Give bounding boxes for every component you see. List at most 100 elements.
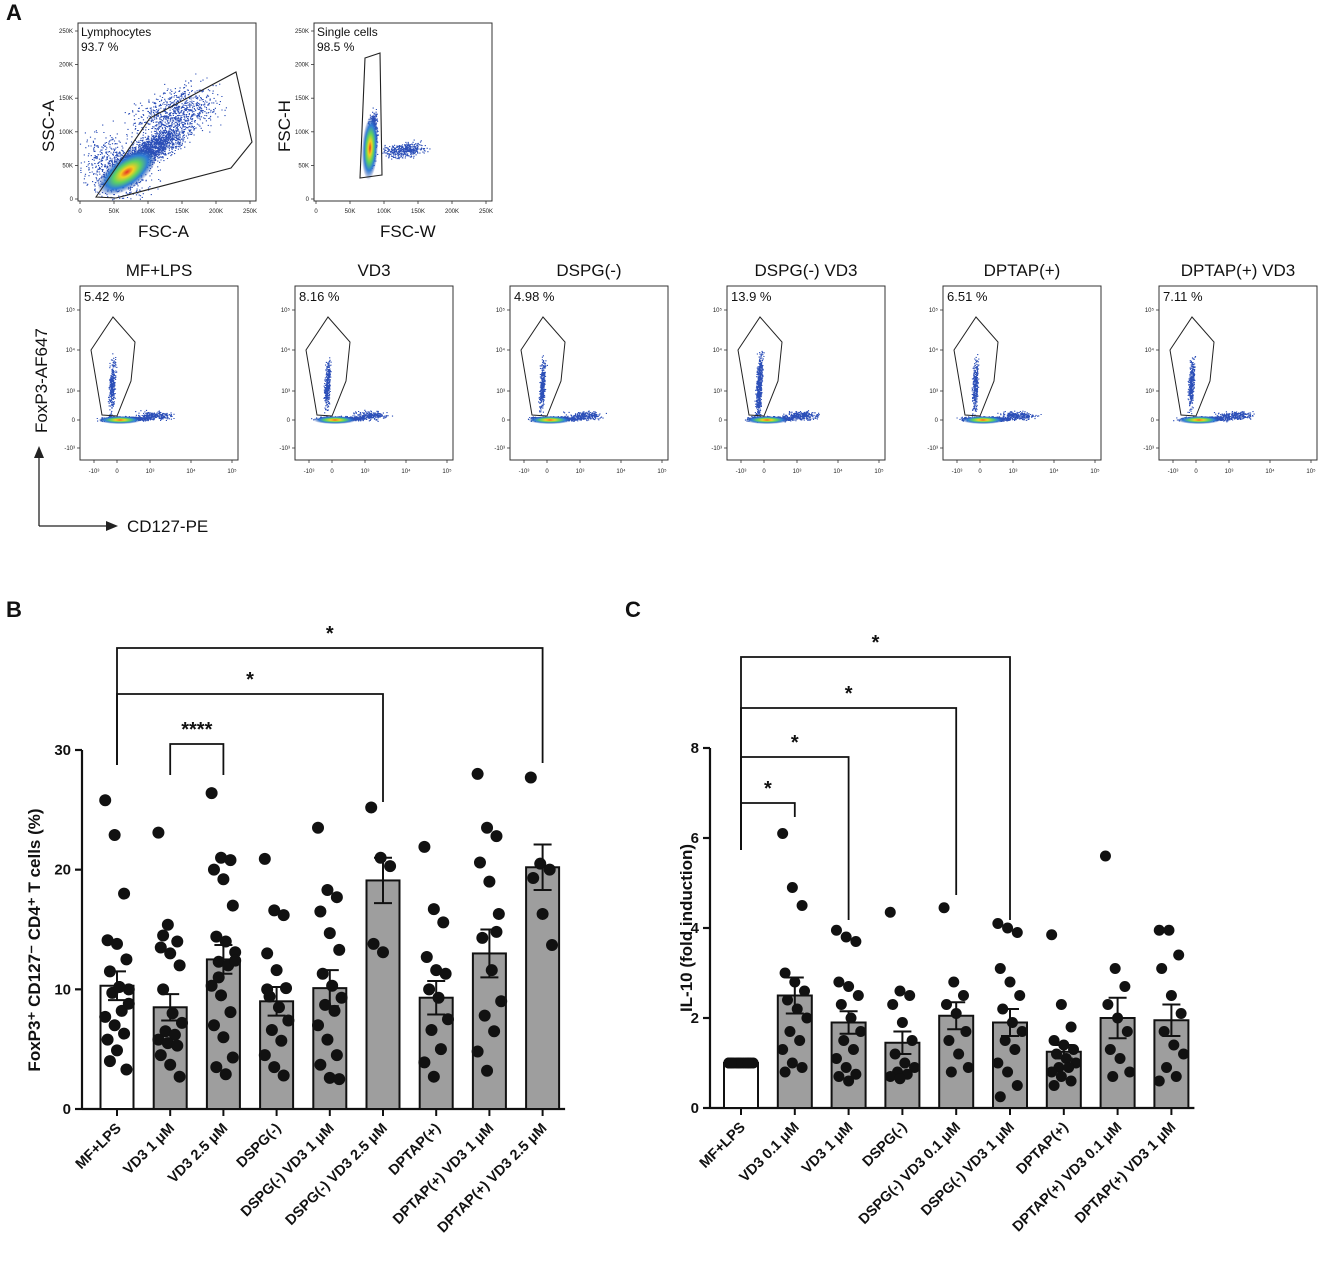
- y-axis-label: SSC-A: [39, 99, 58, 152]
- data-point: [471, 1045, 484, 1058]
- data-point: [314, 905, 327, 918]
- tick-label: 10⁵: [227, 468, 237, 475]
- data-point: [786, 1057, 798, 1069]
- data-point: [1168, 1039, 1180, 1051]
- data-point: [268, 904, 281, 917]
- data-point: [884, 906, 896, 918]
- x-tick-label: VD3 1 μM: [799, 1120, 856, 1177]
- tick-label: 10⁵: [929, 307, 939, 314]
- x-axis-label: FSC-W: [380, 222, 436, 241]
- tick-label: 10³: [713, 389, 722, 395]
- data-point: [887, 999, 899, 1010]
- data-point: [210, 1061, 223, 1074]
- tick-label: 0: [762, 469, 766, 475]
- tick-label: -10³: [711, 446, 722, 452]
- data-point: [904, 990, 916, 1001]
- data-point: [224, 854, 237, 867]
- data-point: [1063, 1062, 1075, 1073]
- tick-label: 10⁵: [657, 468, 667, 475]
- data-point: [215, 851, 228, 864]
- data-point: [847, 1044, 859, 1055]
- significance-label: *: [246, 669, 254, 691]
- data-point: [495, 995, 508, 1008]
- data-point: [101, 1033, 114, 1046]
- significance-label: ****: [181, 719, 212, 741]
- tick-label: 10⁴: [1145, 347, 1155, 354]
- data-point: [323, 927, 336, 940]
- data-point: [103, 1055, 116, 1068]
- tick-label: 10⁵: [1145, 307, 1155, 314]
- tick-label: 200K: [209, 209, 223, 215]
- data-point: [277, 1069, 290, 1082]
- tick-label: 10⁵: [442, 468, 452, 475]
- tick-label: 10³: [146, 469, 155, 475]
- data-point: [478, 1009, 491, 1022]
- data-point: [168, 1028, 181, 1041]
- tick-label: 0: [306, 197, 310, 203]
- data-point: [845, 1012, 857, 1024]
- event-dots: [1213, 411, 1255, 422]
- data-point: [997, 1003, 1009, 1015]
- data-point: [113, 980, 126, 993]
- data-point: [420, 951, 433, 964]
- data-point: [855, 1026, 867, 1037]
- data-point: [175, 1016, 188, 1029]
- tick-label: 50K: [109, 209, 120, 215]
- data-point: [367, 937, 380, 950]
- data-point: [777, 828, 789, 839]
- data-point: [224, 1006, 237, 1019]
- tick-label: 0: [314, 209, 318, 215]
- data-point: [473, 856, 486, 869]
- tick-label: -10³: [64, 446, 75, 452]
- flow-plot-5: DPTAP(+) 6.51 % 10⁵ 10⁴ 10³ 0 -10³ -10³ 0 10³ 10⁴ 1…: [927, 261, 1102, 475]
- tick-label: 50K: [298, 163, 309, 169]
- data-point: [374, 851, 387, 864]
- tick-label: 0: [719, 418, 723, 424]
- gate-percent: 98.5 %: [317, 40, 355, 54]
- event-dots: [1187, 355, 1197, 415]
- data-point: [418, 840, 431, 853]
- data-point: [948, 976, 960, 988]
- data-point: [108, 828, 121, 841]
- tick-label: -10³: [304, 469, 315, 475]
- data-point: [1065, 1075, 1077, 1087]
- gating-plot-single-cells: Single cells 98.5 % FSC-W FSC-H 0 50K 100K…: [275, 22, 493, 241]
- data-point: [205, 787, 218, 800]
- tick-label: 200K: [295, 63, 309, 69]
- tick-label: 0: [70, 197, 74, 203]
- data-point: [282, 1014, 295, 1027]
- data-point: [1173, 949, 1185, 961]
- y-tick-label: 0: [691, 1100, 699, 1117]
- data-point: [471, 767, 484, 780]
- data-point: [779, 967, 791, 979]
- tick-label: 10⁴: [616, 468, 626, 475]
- data-point: [1048, 1035, 1060, 1046]
- tick-label: -10³: [519, 469, 530, 475]
- data-point: [838, 1035, 850, 1046]
- data-point: [1175, 1008, 1187, 1019]
- data-point: [543, 863, 556, 876]
- tick-label: 0: [1194, 469, 1198, 475]
- data-point: [157, 983, 170, 996]
- data-point: [173, 1070, 186, 1083]
- tick-label: 100K: [295, 130, 309, 136]
- tick-label: 150K: [59, 96, 73, 102]
- bar-group: VD3 1 μM: [121, 826, 188, 1178]
- tick-label: 250K: [479, 209, 493, 215]
- data-point: [884, 1071, 896, 1082]
- tick-label: 10⁴: [281, 347, 291, 354]
- treg-gate: [520, 316, 566, 417]
- panel-label-a: A: [6, 0, 22, 25]
- tick-label: 100K: [377, 209, 391, 215]
- data-point: [164, 1058, 177, 1071]
- y-axis-label: FSC-H: [275, 100, 294, 152]
- data-point: [439, 967, 452, 980]
- data-point: [1002, 1066, 1014, 1078]
- event-dots: [538, 355, 548, 416]
- data-point: [481, 821, 494, 834]
- data-point: [796, 1062, 808, 1073]
- data-point: [899, 1057, 911, 1069]
- tick-label: 10⁴: [713, 347, 723, 354]
- data-point: [1109, 963, 1121, 974]
